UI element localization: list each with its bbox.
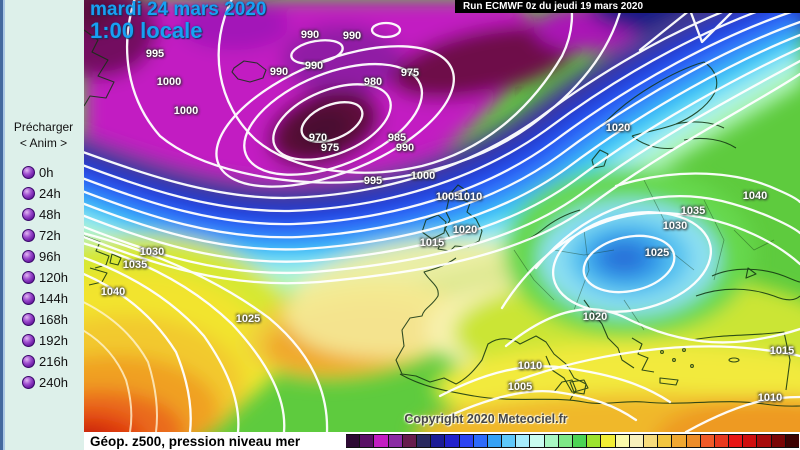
scale-cell — [486, 434, 503, 448]
preload-link[interactable]: Précharger — [13, 120, 74, 134]
anim-step-72h[interactable]: 72h — [3, 225, 84, 246]
anim-step-label: 24h — [39, 186, 61, 201]
anim-step-label: 168h — [39, 312, 68, 327]
anim-step-192h[interactable]: 192h — [3, 330, 84, 351]
anim-step-144h[interactable]: 144h — [3, 288, 84, 309]
scale-cell — [770, 434, 786, 448]
scale-cell — [713, 434, 730, 448]
weather-map-svg — [84, 0, 800, 432]
anim-step-168h[interactable]: 168h — [3, 309, 84, 330]
anim-step-96h[interactable]: 96h — [3, 246, 84, 267]
anim-step-label: 0h — [39, 165, 54, 180]
scale-cell — [557, 434, 573, 448]
purple-sphere-icon — [22, 229, 35, 242]
anim-step-label: 144h — [39, 291, 68, 306]
forecast-time: 1:00 locale — [90, 17, 203, 43]
run-banner: Run ECMWF 0z du jeudi 19 mars 2020 — [455, 0, 800, 13]
anim-step-label: 96h — [39, 249, 61, 264]
scale-cell — [586, 434, 602, 448]
anim-step-216h[interactable]: 216h — [3, 351, 84, 372]
forecast-date: mardi 24 mars 2020 — [90, 0, 267, 20]
scale-cell — [458, 434, 474, 448]
scale-cell — [346, 434, 361, 448]
scale-cell — [728, 434, 744, 448]
legend-bar: Géop. z500, pression niveau mer — [84, 432, 800, 450]
legend-title: Géop. z500, pression niveau mer — [90, 434, 301, 449]
purple-sphere-icon — [22, 208, 35, 221]
anim-step-240h[interactable]: 240h — [3, 372, 84, 393]
purple-sphere-icon — [22, 313, 35, 326]
anim-step-label: 240h — [39, 375, 68, 390]
scale-cell — [572, 434, 588, 448]
scale-cell — [359, 434, 375, 448]
anim-step-48h[interactable]: 48h — [3, 204, 84, 225]
scale-cell — [373, 434, 389, 448]
scale-cell — [529, 434, 545, 448]
anim-step-label: 216h — [39, 354, 68, 369]
scale-cell — [472, 434, 488, 448]
forecast-datetime: mardi 24 mars 2020 1:00 locale — [90, 0, 266, 43]
scale-cell — [600, 434, 616, 448]
anim-step-24h[interactable]: 24h — [3, 183, 84, 204]
anim-steps-list: 0h 24h 48h 72h 96h 120h 144h 168h 192h 216h 240h — [3, 162, 84, 393]
scale-cell — [756, 434, 772, 448]
purple-sphere-icon — [22, 271, 35, 284]
anim-link[interactable]: < Anim > — [19, 136, 68, 150]
scale-cell — [628, 434, 644, 448]
anim-step-label: 120h — [39, 270, 68, 285]
weather-map: 995 1000 1000 990 990 990 990 975 980 970 975 985 99… — [84, 0, 800, 432]
scale-cell — [543, 434, 559, 448]
anim-step-0h[interactable]: 0h — [3, 162, 84, 183]
purple-sphere-icon — [22, 187, 35, 200]
scale-cell — [501, 434, 517, 448]
contour-lines — [84, 0, 800, 432]
purple-sphere-icon — [22, 376, 35, 389]
scale-cell — [614, 434, 630, 448]
scale-cell — [699, 434, 715, 448]
anim-step-label: 192h — [39, 333, 68, 348]
anim-step-label: 48h — [39, 207, 61, 222]
scale-cell — [742, 434, 758, 448]
anim-step-label: 72h — [39, 228, 61, 243]
purple-sphere-icon — [22, 292, 35, 305]
color-scale — [346, 434, 799, 448]
scale-cell — [387, 434, 403, 448]
purple-sphere-icon — [22, 250, 35, 263]
scale-cell — [415, 434, 432, 448]
scale-cell — [444, 434, 460, 448]
scale-cell — [430, 434, 446, 448]
purple-sphere-icon — [22, 166, 35, 179]
scale-cell — [685, 434, 701, 448]
scale-cell — [515, 434, 531, 448]
purple-sphere-icon — [22, 355, 35, 368]
copyright-text: Copyright 2020 Meteociel.fr — [404, 412, 568, 426]
scale-cell — [642, 434, 659, 448]
scale-cell — [784, 434, 799, 448]
anim-sidebar: Précharger < Anim > 0h 24h 48h 72h 96h 120h 14… — [0, 0, 84, 450]
scale-cell — [657, 434, 673, 448]
purple-sphere-icon — [22, 334, 35, 347]
scale-cell — [401, 434, 417, 448]
scale-cell — [671, 434, 687, 448]
anim-step-120h[interactable]: 120h — [3, 267, 84, 288]
